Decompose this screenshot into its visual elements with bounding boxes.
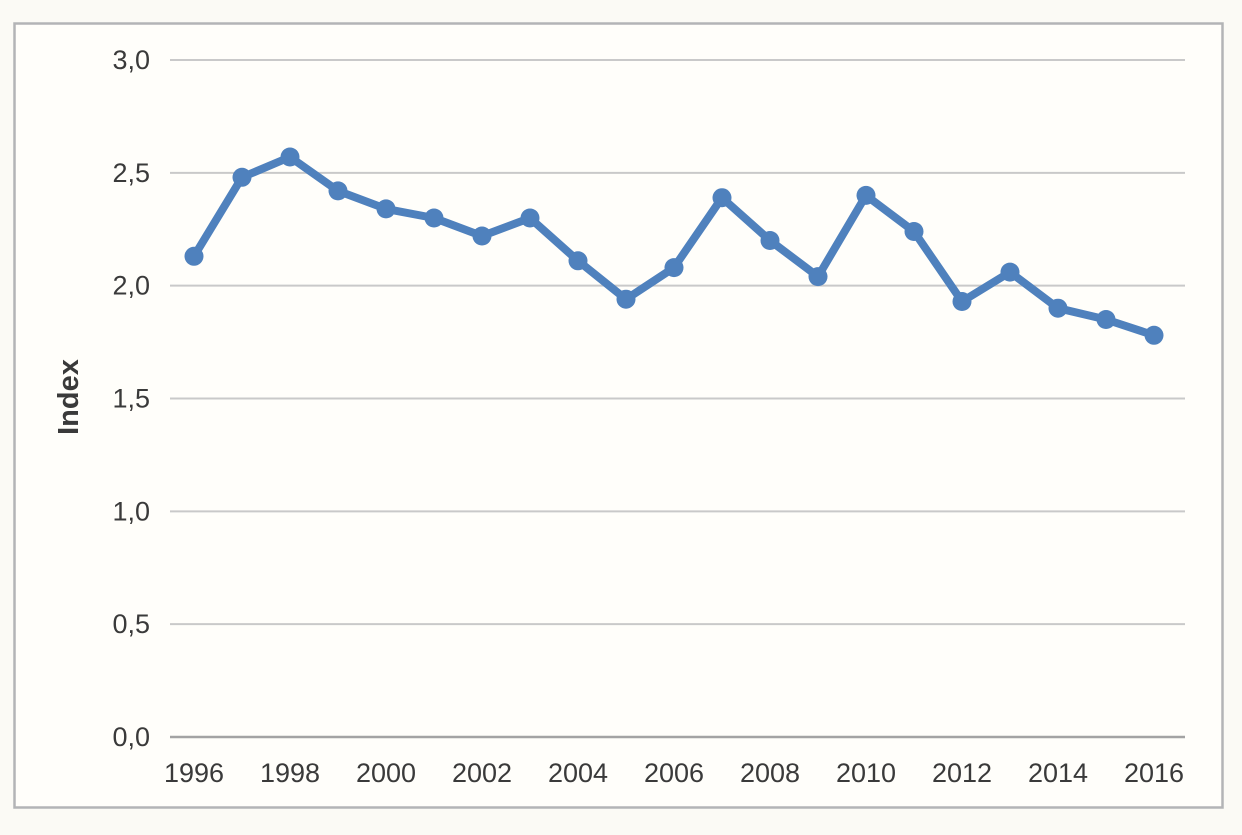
chart-frame: [13, 22, 1224, 809]
x-tick-label: 2004: [548, 758, 608, 788]
x-tick-label: 1998: [260, 758, 320, 788]
data-point-2011: [904, 222, 924, 241]
y-tick-label: 1,5: [112, 384, 150, 414]
x-tick-label: 2006: [644, 758, 704, 788]
data-point-2014: [1048, 298, 1068, 318]
data-point-2001: [424, 208, 444, 228]
data-point-2002: [472, 226, 492, 246]
y-axis-title: Index: [53, 359, 85, 435]
y-tick-label: 1,0: [112, 496, 150, 526]
x-tick-label: 2002: [452, 758, 512, 788]
data-point-2013: [1000, 262, 1020, 282]
data-point-2009: [808, 267, 828, 287]
data-point-2000: [376, 199, 396, 219]
data-point-2006: [664, 258, 684, 278]
x-tick-label: 2012: [932, 758, 992, 788]
data-point-2016: [1144, 325, 1164, 345]
data-point-2015: [1096, 310, 1116, 329]
x-tick-label: 2016: [1124, 758, 1184, 788]
data-point-2008: [760, 231, 780, 250]
x-tick-label: 2014: [1028, 758, 1088, 788]
y-tick-label: 2,0: [112, 271, 150, 301]
x-tick-label: 2000: [356, 758, 416, 788]
data-point-2004: [568, 251, 588, 271]
data-point-1996: [184, 246, 204, 266]
y-tick-label: 3,0: [112, 45, 150, 75]
data-point-2010: [856, 185, 876, 205]
x-tick-label: 2008: [740, 758, 800, 788]
data-point-2005: [616, 289, 636, 309]
data-point-2003: [520, 208, 540, 228]
data-point-2007: [712, 188, 732, 208]
x-tick-label: 2010: [836, 758, 896, 788]
y-tick-label: 2,5: [112, 158, 150, 188]
y-tick-label: 0,0: [112, 722, 150, 752]
data-point-1997: [232, 167, 252, 187]
data-point-2012: [952, 292, 972, 311]
data-point-1998: [280, 147, 300, 167]
data-point-1999: [328, 181, 348, 201]
y-tick-label: 0,5: [112, 609, 150, 639]
x-tick-label: 1996: [164, 758, 224, 788]
